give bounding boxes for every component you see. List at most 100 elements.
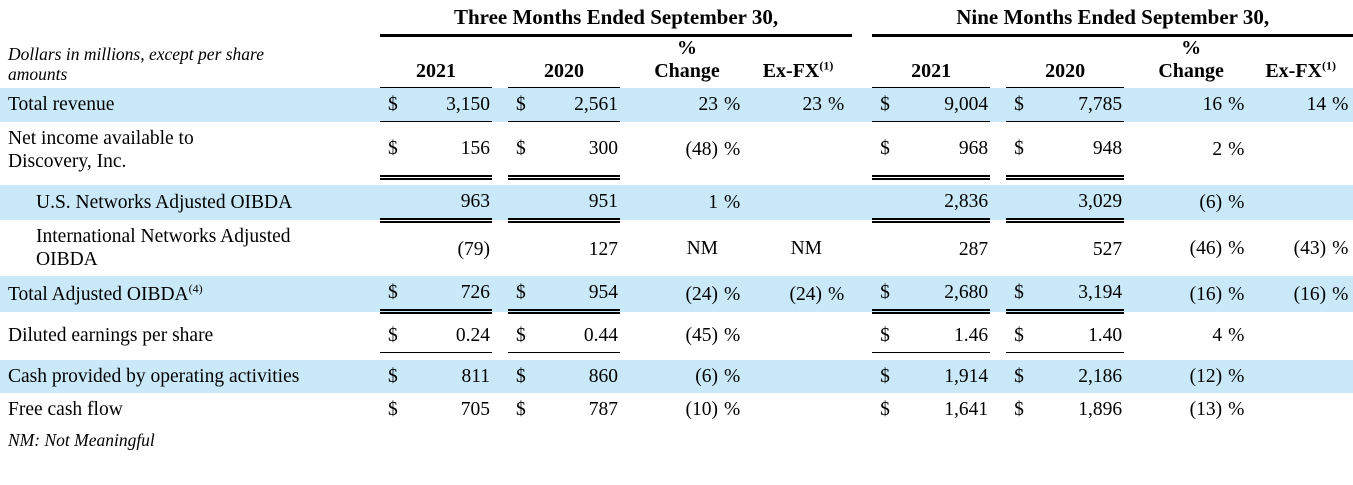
value-2021-three-months: 726 [406,276,492,315]
row-label: U.S. Networks Adjusted OIBDA [36,192,293,214]
exfx-three-months: 23 [802,94,823,116]
spacer-cell [1124,319,1134,353]
spacer-cell [620,185,630,221]
value-2021-nine-months: 2,680 [898,276,991,315]
dollar-sign-2020-nine-months: $ [1006,318,1033,353]
spacer-cell [492,35,508,88]
spacer-cell [0,352,1353,360]
nm-footnote: NM: Not Meaningful [8,430,155,451]
dollar-sign-2020-nine-months: $ [1006,87,1033,123]
row-label-cell: International Networks Adjusted OIBDA [0,220,380,276]
spacer-cell [990,393,1006,426]
dollar-sign-2021-nine-months: $ [880,366,890,388]
pct-sign-three-months [718,220,744,276]
dollar-sign-2021-nine-months [872,220,898,276]
pct-sign-nine-months: % [1228,325,1245,347]
dollar-sign-2021-three-months [380,184,406,223]
dollar-sign-2020-three-months [508,220,534,276]
exfx-sign-nine-months: % [1332,237,1349,259]
spacer-cell [0,312,1353,319]
value-2020-three-months: 860 [588,366,618,388]
pct-change-nine-months: 16 [1202,94,1223,116]
spacer-cell [492,88,508,122]
row-label-footnote-marker: (4) [188,281,203,296]
pct-change-nine-months: (13) [1189,399,1223,421]
pct-sign-nine-months: % [1228,366,1245,388]
spacer-cell [1124,276,1134,312]
col-header-2021-three-months: 2021 [380,35,492,89]
group-gap-cell [852,122,872,178]
exfx-three-months [744,185,822,221]
value-2020-three-months: 954 [534,276,620,315]
row-label-cell: Total Adjusted OIBDA(4) [0,276,380,312]
pct-change-label: % Change [1158,36,1224,83]
spacer-cell [990,276,1006,312]
group-gap-cell [852,360,872,393]
pct-sign-three-months: % [724,139,741,161]
pct-change-nine-months: (12) [1189,366,1223,388]
pct-sign-nine-months: % [1228,94,1245,116]
table-header: Three Months Ended September 30, Nine Mo… [0,2,1353,89]
dollar-sign-2021-nine-months: $ [872,87,899,123]
value-2021-nine-months: 287 [958,239,989,261]
dollar-sign-2021-three-months: $ [388,399,398,421]
row-label: Cash provided by operating activities [8,366,300,388]
pct-change-label: % Change [654,36,720,83]
spacer-cell [620,360,630,393]
three-months-group-header: Three Months Ended September 30, [380,2,853,37]
spacer-cell [1124,220,1134,276]
exfx-sign-nine-months [1326,360,1353,393]
pct-sign-nine-months: % [1228,237,1245,259]
value-2020-nine-months: 1,896 [1078,399,1123,421]
col-header-exfx-nine-months: Ex-FX(1) [1248,35,1353,88]
pct-change-three-months: (45) [685,325,719,347]
pct-sign-nine-months: % [1228,283,1245,305]
row-net-income: Net income available to Discovery, Inc. $… [0,121,1353,181]
value-2021-three-months: 963 [406,184,492,223]
spacer-cell [990,220,1006,276]
exfx-sign-nine-months: % [1332,283,1349,305]
spacer-cell [492,122,508,178]
exfx-nine-months: (43) [1293,237,1327,259]
dollar-sign-2021-nine-months: $ [872,318,899,353]
pct-change-three-months: (6) [695,366,718,388]
pct-sign-three-months: % [724,325,741,347]
dollar-sign-2020-three-months: $ [508,87,534,123]
row-label-cell: Cash provided by operating activities [0,360,380,393]
spacer-cell [1124,88,1134,122]
row-diluted-eps: Diluted earnings per share $0.24 $0.44 (45)… [0,318,1353,353]
exfx-label: Ex-FX [1265,60,1322,83]
dollar-sign-2020-nine-months: $ [1014,399,1024,421]
exfx-nine-months [1248,185,1326,221]
spacer-row [0,352,1353,360]
exfx-footnote-marker: (1) [1321,58,1336,73]
dollar-sign-2021-three-months: $ [380,318,406,353]
group-header-row: Three Months Ended September 30, Nine Mo… [0,2,1353,37]
value-2020-nine-months: 527 [1092,239,1123,261]
pct-change-nine-months: (46) [1189,237,1223,259]
row-label: Total revenue [8,94,115,116]
pct-change-three-months: 23 [698,94,719,116]
exfx-three-months [744,122,822,178]
spacer-cell [990,35,1006,88]
value-2021-nine-months: 1,641 [944,399,989,421]
table-body: Total revenue $3,150 $2,561 23% 23% $9,004 $7,… [0,87,1353,427]
value-2020-nine-months: 7,785 [1032,87,1125,123]
row-total-revenue: Total revenue $3,150 $2,561 23% 23% $9,004 $7,… [0,87,1353,123]
pct-change-three-months: (24) [685,283,719,305]
pct-change-nine-months: 2 [1212,139,1223,161]
spacer-cell [492,220,508,276]
dollar-sign-2020-three-months [508,184,534,223]
spacer-cell [620,122,630,178]
row-free-cash-flow: Free cash flow $705 $787 (10)% $1,641 $1,896 (… [0,393,1353,426]
exfx-three-months [744,319,822,353]
spacer-cell [620,393,630,426]
group-gap-cell [852,319,872,353]
spacer-cell [620,319,630,353]
spacer-cell [1124,35,1134,88]
col-header-pct-change-nine-months: % Change [1134,35,1248,88]
dollar-sign-2020-nine-months: $ [1006,276,1033,315]
value-2020-nine-months: 3,029 [1032,184,1125,223]
spacer-cell [990,185,1006,221]
group-gap-cell [852,220,872,276]
